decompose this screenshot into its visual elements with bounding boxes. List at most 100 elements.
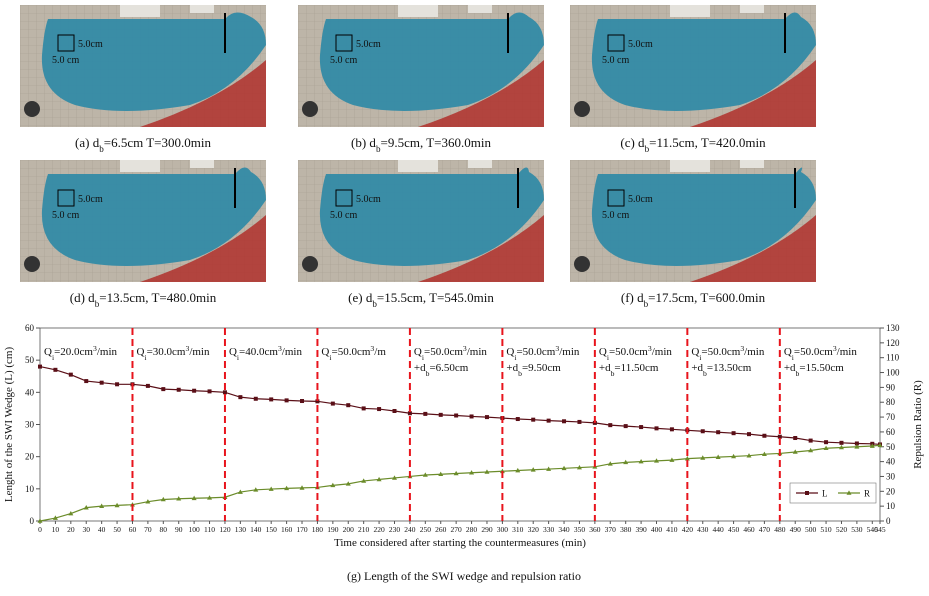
marker bbox=[499, 468, 505, 474]
x-tick-label: 380 bbox=[620, 525, 632, 534]
red-wedge bbox=[418, 215, 544, 282]
marker bbox=[608, 423, 613, 428]
marker bbox=[639, 425, 644, 430]
subscript: i bbox=[144, 353, 146, 362]
x-axis-label: Time considered after starting the count… bbox=[334, 537, 586, 549]
x-tick-label: 300 bbox=[497, 525, 509, 534]
subscript: b bbox=[611, 369, 615, 378]
marker bbox=[392, 408, 397, 413]
y2-tick-label: 40 bbox=[886, 457, 896, 467]
device bbox=[468, 160, 492, 168]
text-part: /min bbox=[559, 346, 580, 358]
x-tick-label: 230 bbox=[389, 525, 401, 534]
x-tick-label: 0 bbox=[38, 525, 42, 534]
x-tick-label: 50 bbox=[113, 525, 121, 534]
marker bbox=[422, 472, 428, 477]
marker bbox=[577, 419, 582, 424]
photo: 5.0cm 5.0 cm (d) db=13.5cm, T=480.0min bbox=[20, 160, 266, 309]
marker bbox=[68, 372, 73, 377]
text-part: /m bbox=[374, 346, 386, 358]
scale-label: 5.0cm bbox=[628, 194, 653, 205]
marker bbox=[346, 403, 351, 408]
x-tick-label: 545 bbox=[874, 525, 886, 534]
annotation: +db=11.50cm bbox=[599, 362, 659, 378]
marker bbox=[84, 379, 89, 384]
marker bbox=[824, 440, 829, 445]
blue-plume bbox=[41, 167, 266, 266]
device bbox=[190, 160, 214, 168]
marker bbox=[176, 387, 181, 392]
scale-label: 5.0 cm bbox=[52, 210, 79, 221]
annotation: Qi=50.0cm3/min bbox=[414, 344, 488, 362]
text-part: Q bbox=[136, 346, 144, 358]
x-tick-label: 40 bbox=[98, 525, 106, 534]
photo-caption: (e) db=15.5cm, T=545.0min bbox=[348, 290, 494, 309]
annotation: Qi=50.0cm3/min bbox=[691, 344, 765, 362]
text-part: =50.0cm bbox=[701, 346, 740, 358]
gauge bbox=[574, 101, 590, 117]
text-part: =11.50cm bbox=[614, 362, 658, 374]
text-part: Q bbox=[599, 346, 607, 358]
marker bbox=[160, 496, 166, 502]
superscript: 3 bbox=[648, 344, 652, 353]
x-tick-label: 260 bbox=[435, 525, 447, 534]
text-part: Q bbox=[414, 346, 422, 358]
marker bbox=[268, 486, 274, 491]
marker bbox=[237, 489, 243, 494]
x-tick-label: 100 bbox=[189, 525, 201, 534]
x-tick-label: 90 bbox=[175, 525, 183, 534]
subscript: i bbox=[607, 353, 609, 362]
marker bbox=[669, 427, 674, 432]
text-part: /min bbox=[744, 346, 765, 358]
text-part: (a) d bbox=[75, 135, 100, 150]
subscript: i bbox=[52, 353, 54, 362]
scale-label: 5.0cm bbox=[356, 194, 381, 205]
superscript: 3 bbox=[185, 344, 189, 353]
y2-tick-label: 50 bbox=[886, 442, 896, 452]
x-tick-label: 220 bbox=[373, 525, 385, 534]
marker bbox=[284, 398, 289, 403]
y2-tick-label: 0 bbox=[886, 516, 891, 526]
photo: 5.0cm 5.0 cm (c) db=11.5cm, T=420.0min bbox=[570, 5, 816, 154]
x-tick-label: 520 bbox=[836, 525, 848, 534]
text-part: (c) d bbox=[620, 135, 645, 150]
y-tick-label: 10 bbox=[25, 484, 35, 494]
subscript: b bbox=[372, 299, 377, 309]
marker bbox=[684, 456, 690, 461]
x-tick-label: 390 bbox=[635, 525, 647, 534]
subscript: b bbox=[376, 144, 381, 154]
marker bbox=[253, 396, 258, 401]
marker bbox=[376, 476, 382, 482]
x-tick-label: 140 bbox=[250, 525, 262, 534]
x-tick-label: 330 bbox=[543, 525, 555, 534]
device bbox=[398, 5, 438, 17]
y-tick-label: 0 bbox=[30, 516, 35, 526]
marker bbox=[438, 471, 444, 477]
photo: 5.0cm 5.0 cm (b) db=9.5cm, T=360.0min bbox=[298, 5, 544, 154]
marker bbox=[854, 441, 859, 446]
marker bbox=[546, 418, 551, 423]
subscript: b bbox=[518, 369, 522, 378]
text-part: =40.0cm bbox=[239, 346, 278, 358]
device bbox=[120, 160, 160, 172]
x-tick-label: 150 bbox=[266, 525, 278, 534]
x-tick-label: 70 bbox=[144, 525, 152, 534]
marker bbox=[377, 407, 382, 412]
photo: 5.0cm 5.0 cm (f) db=17.5cm, T=600.0min bbox=[570, 160, 816, 309]
device bbox=[190, 5, 214, 13]
marker bbox=[700, 455, 706, 460]
text-part: Q bbox=[506, 346, 514, 358]
marker bbox=[808, 447, 814, 453]
superscript: 3 bbox=[555, 344, 559, 353]
device bbox=[740, 160, 764, 168]
annotation: Qi=30.0cm3/min bbox=[136, 344, 210, 362]
blue-plume bbox=[319, 12, 544, 112]
device bbox=[670, 160, 710, 172]
subscript: i bbox=[422, 353, 424, 362]
marker bbox=[792, 449, 798, 454]
x-tick-label: 30 bbox=[82, 525, 90, 534]
y-axis-label: Lenght of the SWI Wedge (L) (cm) bbox=[3, 347, 15, 503]
x-tick-label: 320 bbox=[528, 525, 540, 534]
marker bbox=[808, 438, 813, 443]
marker bbox=[284, 485, 290, 491]
